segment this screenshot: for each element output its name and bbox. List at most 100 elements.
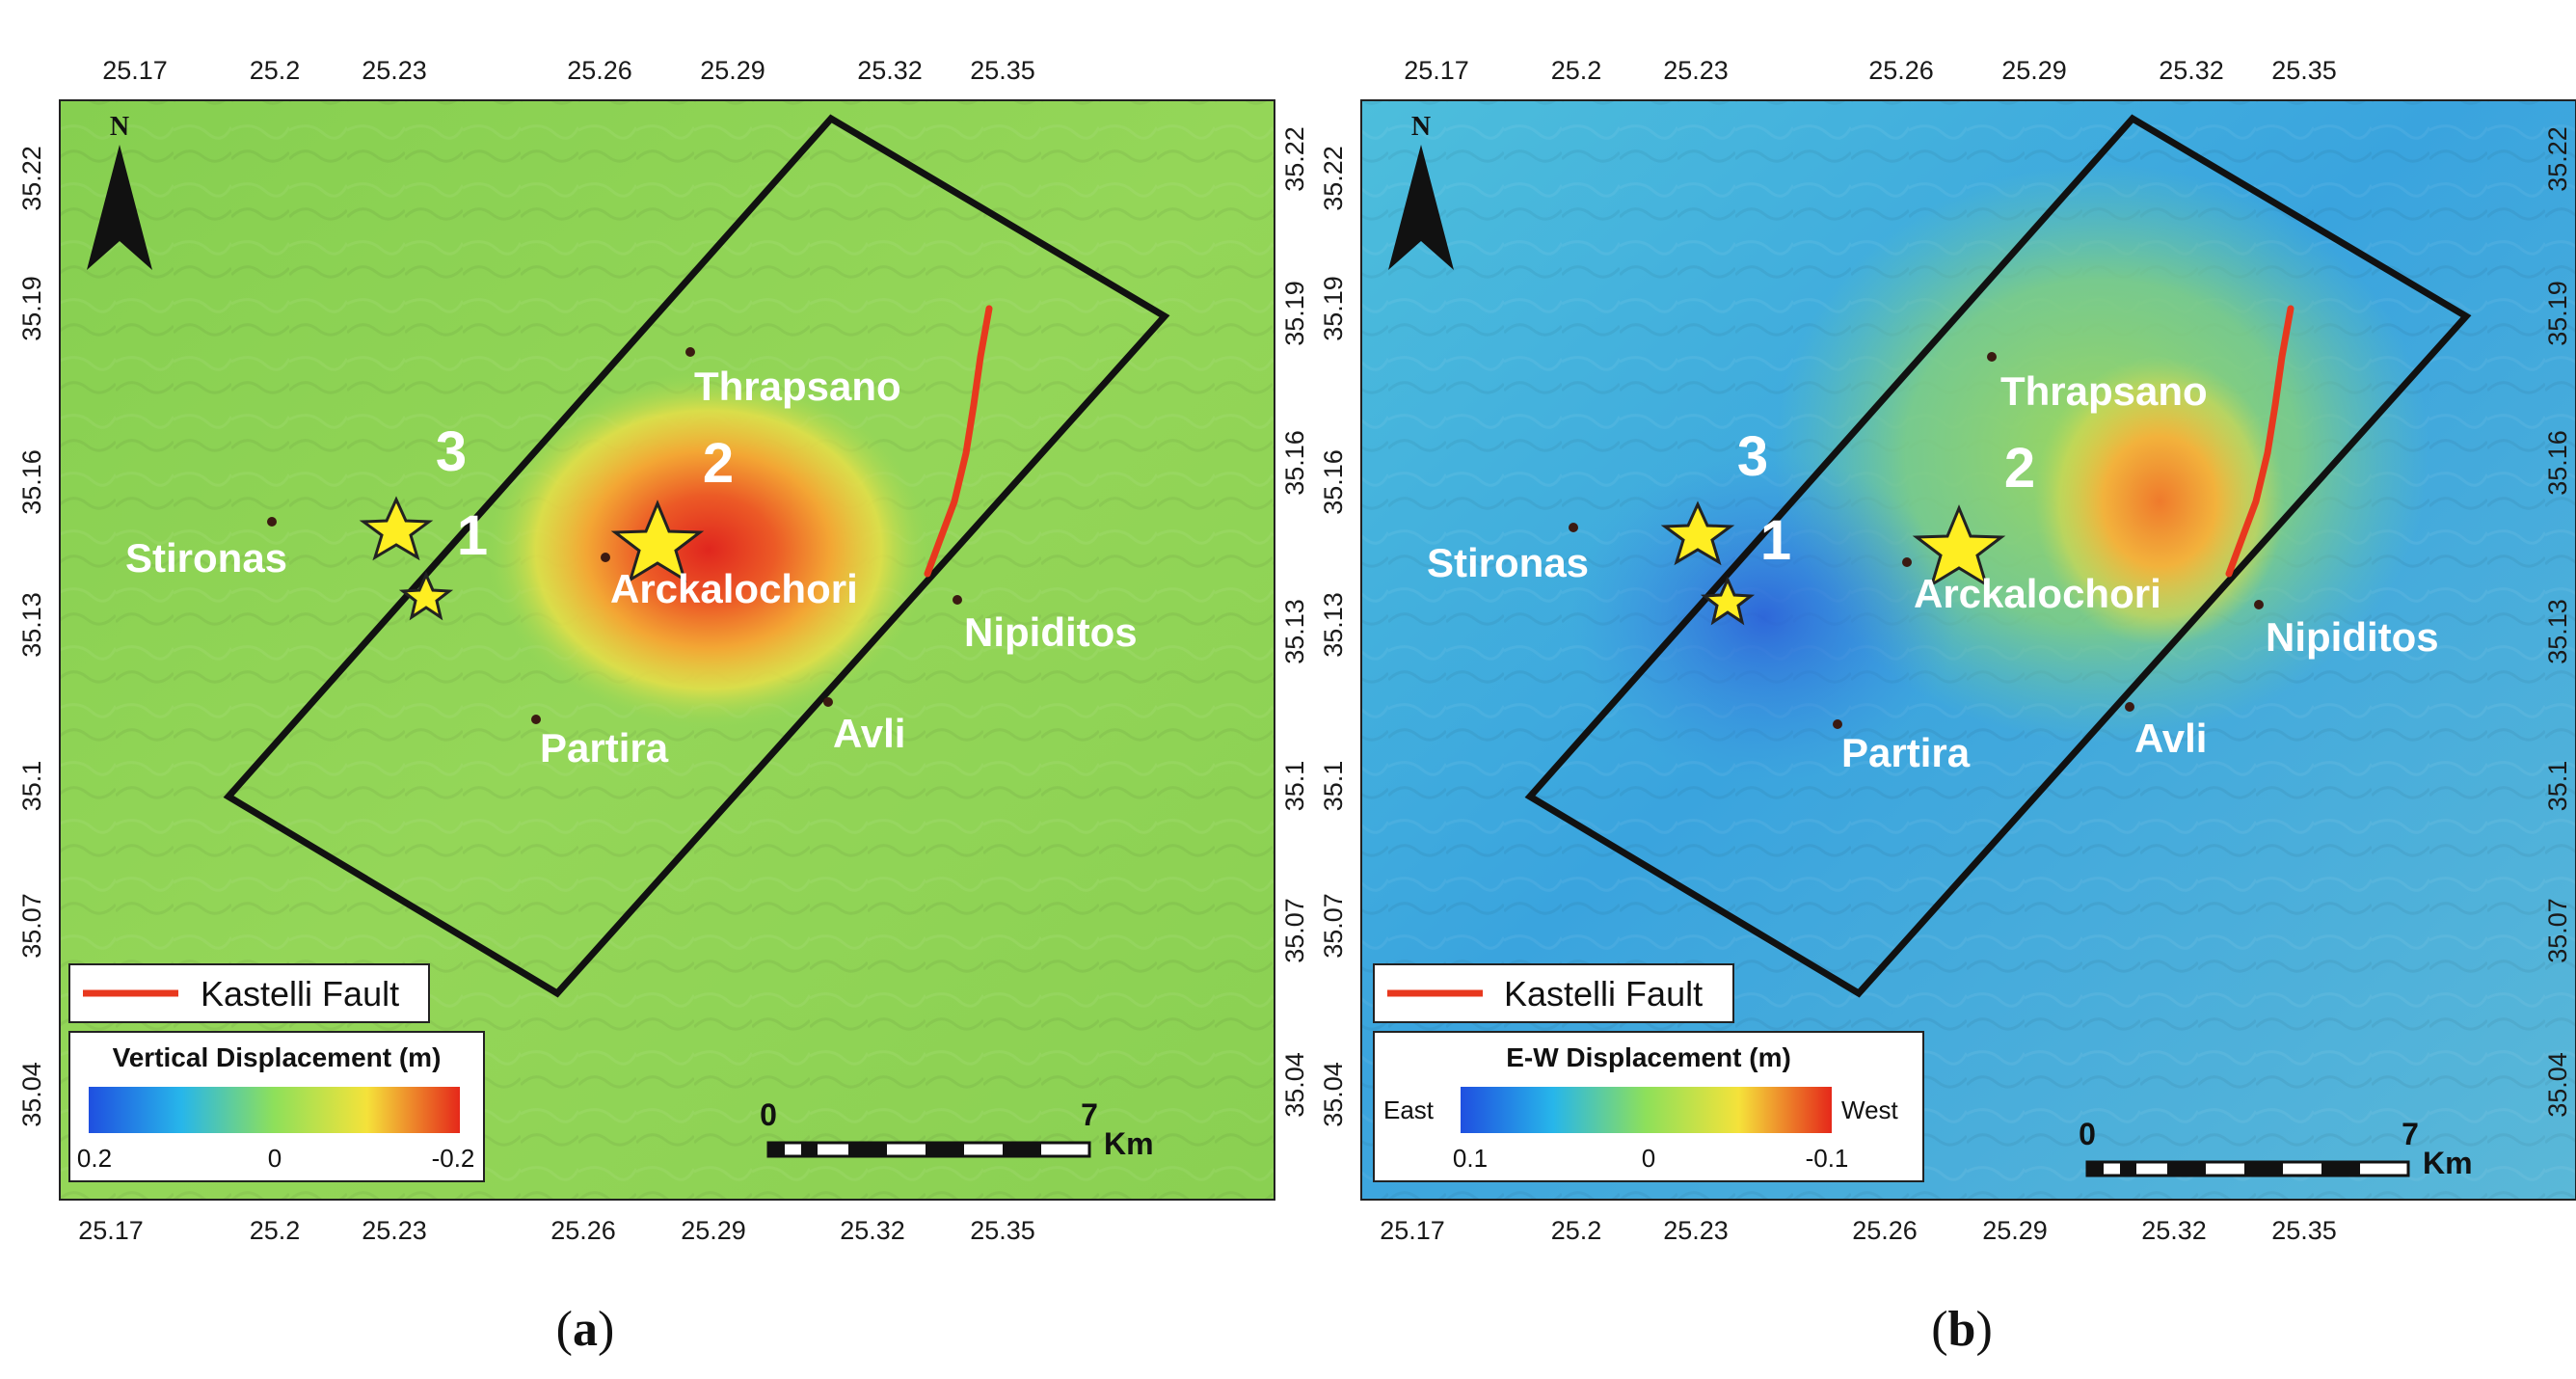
village-dot	[685, 347, 695, 357]
top-tick-label: 25.35	[2271, 56, 2337, 85]
top-tick-label: 25.26	[567, 56, 632, 85]
left-tick-label: 35.04	[17, 1062, 46, 1127]
place-label: Avli	[2134, 716, 2207, 761]
colorbar-legend: Vertical Displacement (m) 0.2 0 -0.2	[68, 1031, 485, 1182]
top-tick-label: 25.2	[1551, 56, 1602, 85]
caption-paren: (	[1931, 1302, 1947, 1357]
study-area-frame	[223, 114, 1170, 998]
bottom-tick-label: 25.2	[1551, 1216, 1602, 1245]
right-tick-label: 35.16	[2543, 430, 2572, 496]
right-tick-labels: 35.22 35.19 35.16 35.13 35.1 35.07 35.04	[1280, 126, 1309, 1118]
bottom-tick-label: 25.35	[970, 1216, 1035, 1245]
village-dot	[601, 553, 610, 562]
bottom-tick-label: 25.2	[250, 1216, 301, 1245]
place-label: Stironas	[1427, 540, 1589, 585]
colorbar-ramp	[1461, 1087, 1832, 1133]
north-arrow-icon: N	[87, 112, 152, 270]
colorbar-tick: -0.2	[432, 1144, 475, 1173]
event-number: 2	[703, 432, 734, 495]
displacement-hotspot	[2034, 357, 2285, 646]
bottom-tick-label: 25.26	[550, 1216, 616, 1245]
top-tick-label: 25.29	[2001, 56, 2067, 85]
colorbar-title: E-W Displacement (m)	[1506, 1042, 1791, 1072]
place-label: Avli	[833, 711, 905, 756]
svg-text:(a): (a)	[556, 1302, 615, 1357]
top-tick-label: 25.35	[970, 56, 1035, 85]
colorbar-legend: E-W Displacement (m) East West 0.1 0 -0.…	[1373, 1031, 1924, 1182]
top-tick-label: 25.17	[102, 56, 168, 85]
place-label: Thrapsano	[694, 364, 901, 409]
north-label: N	[110, 112, 129, 142]
caption-letter: a	[573, 1302, 598, 1357]
colorbar-tick: 0	[268, 1144, 282, 1173]
epicenter-star-icon	[1660, 500, 1735, 566]
fault-legend-label: Kastelli Fault	[1504, 974, 1703, 1014]
bottom-tick-label: 25.17	[78, 1216, 144, 1245]
event-number: 3	[1737, 425, 1768, 488]
right-tick-label: 35.22	[1280, 126, 1309, 192]
scale-bar: 0 7 Km	[760, 1097, 1153, 1161]
colorbar-tick: 0.2	[77, 1144, 112, 1173]
village-dot	[531, 715, 541, 724]
displacement-lowspot	[1571, 453, 1957, 781]
caption-paren: (	[556, 1302, 573, 1357]
scale-unit-label: Km	[2423, 1146, 2473, 1180]
left-tick-labels: 35.22 35.19 35.16 35.13 35.1 35.07 35.04	[17, 146, 46, 1127]
place-label: Partira	[1841, 730, 1971, 775]
study-area-frame	[1524, 114, 2472, 998]
left-tick-label: 35.1	[17, 761, 46, 812]
caption-paren: )	[1975, 1302, 1992, 1357]
top-tick-label: 25.32	[2159, 56, 2224, 85]
right-tick-label: 35.04	[2543, 1052, 2572, 1118]
top-tick-label: 25.23	[1663, 56, 1729, 85]
left-tick-label: 35.13	[17, 592, 46, 658]
panel-caption: (b)	[1931, 1302, 1993, 1357]
village-dot	[1987, 352, 1997, 362]
epicenter-star-icon	[398, 571, 454, 621]
north-arrow-icon: N	[1388, 112, 1454, 270]
place-label: Arckalochori	[1914, 571, 2161, 616]
displacement-hotspot	[487, 371, 930, 728]
bottom-tick-label: 25.26	[1852, 1216, 1918, 1245]
bottom-tick-label: 25.17	[1380, 1216, 1445, 1245]
left-tick-label: 35.22	[17, 146, 46, 211]
place-label: Nipiditos	[964, 609, 1138, 655]
left-tick-label: 35.16	[1319, 449, 1348, 515]
caption-paren: )	[598, 1302, 614, 1357]
right-tick-label: 35.19	[1280, 281, 1309, 346]
left-tick-label: 35.22	[1319, 146, 1348, 211]
scale-end-label: 7	[1081, 1097, 1098, 1132]
left-tick-label: 35.16	[17, 449, 46, 515]
colorbar-tick: 0	[1642, 1144, 1655, 1173]
fault-legend: Kastelli Fault	[1373, 963, 1734, 1023]
place-label: Partira	[540, 725, 669, 771]
place-label: Nipiditos	[2266, 614, 2439, 660]
bottom-tick-label: 25.35	[2271, 1216, 2337, 1245]
left-tick-labels: 35.22 35.19 35.16 35.13 35.1 35.07 35.04	[1319, 146, 1348, 1127]
village-dot	[1569, 523, 1578, 532]
bottom-tick-label: 25.23	[362, 1216, 427, 1245]
village-dot	[823, 697, 833, 707]
fault-legend: Kastelli Fault	[68, 963, 430, 1023]
event-number: 1	[1760, 509, 1791, 572]
right-tick-label: 35.16	[1280, 430, 1309, 496]
village-dot	[953, 595, 962, 605]
bottom-tick-label: 25.29	[681, 1216, 746, 1245]
epicenter-star-icon	[1912, 504, 2006, 588]
colorbar-end-label: East	[1383, 1095, 1435, 1124]
kastelli-fault-line	[924, 305, 993, 578]
village-dot	[2254, 600, 2264, 609]
bottom-tick-label: 25.29	[1982, 1216, 2048, 1245]
left-tick-label: 35.19	[1319, 276, 1348, 341]
colorbar-title: Vertical Displacement (m)	[113, 1042, 442, 1072]
top-tick-label: 25.29	[700, 56, 765, 85]
colorbar-end-label: West	[1841, 1095, 1899, 1124]
top-tick-label: 25.32	[857, 56, 923, 85]
right-tick-label: 35.19	[2543, 281, 2572, 346]
bottom-tick-label: 25.23	[1663, 1216, 1729, 1245]
event-number: 1	[457, 504, 488, 567]
village-dot	[1902, 557, 1912, 567]
left-tick-label: 35.07	[1319, 893, 1348, 959]
top-tick-labels: 25.17 25.2 25.23 25.26 25.29 25.32 25.35	[102, 56, 1035, 85]
fault-legend-label: Kastelli Fault	[201, 974, 399, 1014]
